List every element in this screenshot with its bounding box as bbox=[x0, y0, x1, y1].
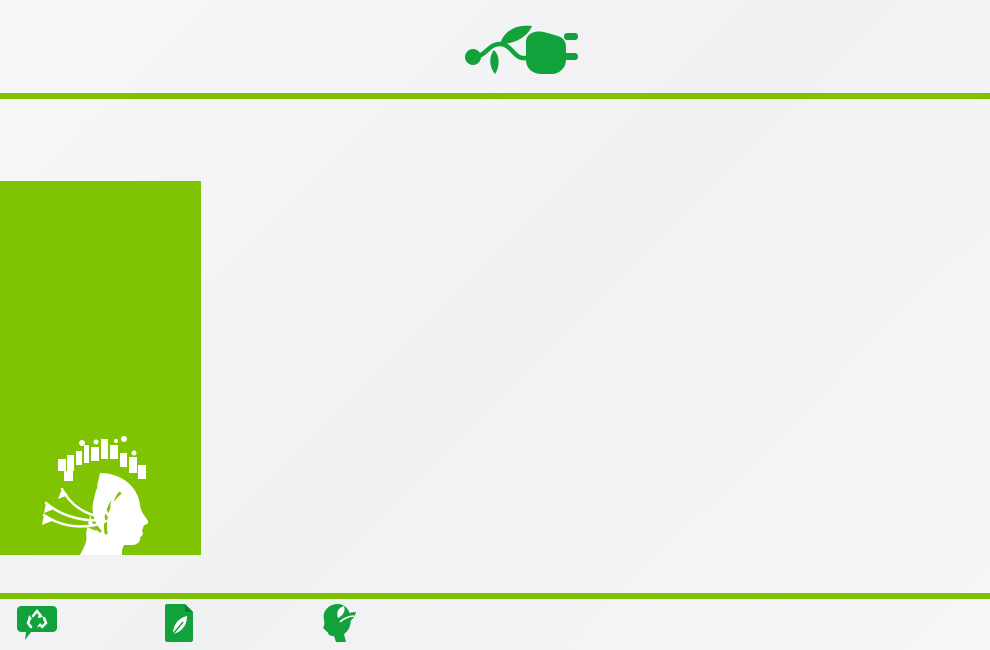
eco-plug-icon bbox=[465, 25, 578, 74]
footer-divider bbox=[0, 593, 990, 599]
side-panel bbox=[0, 181, 201, 555]
recycle-chat-icon bbox=[17, 606, 57, 640]
header-divider bbox=[0, 93, 990, 99]
eco-head-profile-icon bbox=[323, 604, 356, 642]
eco-head-city-icon bbox=[42, 436, 149, 555]
leaf-document-icon bbox=[165, 604, 193, 642]
